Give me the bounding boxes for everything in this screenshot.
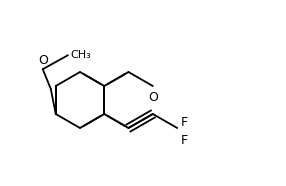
Text: O: O	[148, 91, 158, 104]
Text: F: F	[181, 116, 188, 129]
Text: CH₃: CH₃	[70, 50, 91, 60]
Text: O: O	[38, 54, 48, 67]
Text: F: F	[181, 134, 188, 147]
